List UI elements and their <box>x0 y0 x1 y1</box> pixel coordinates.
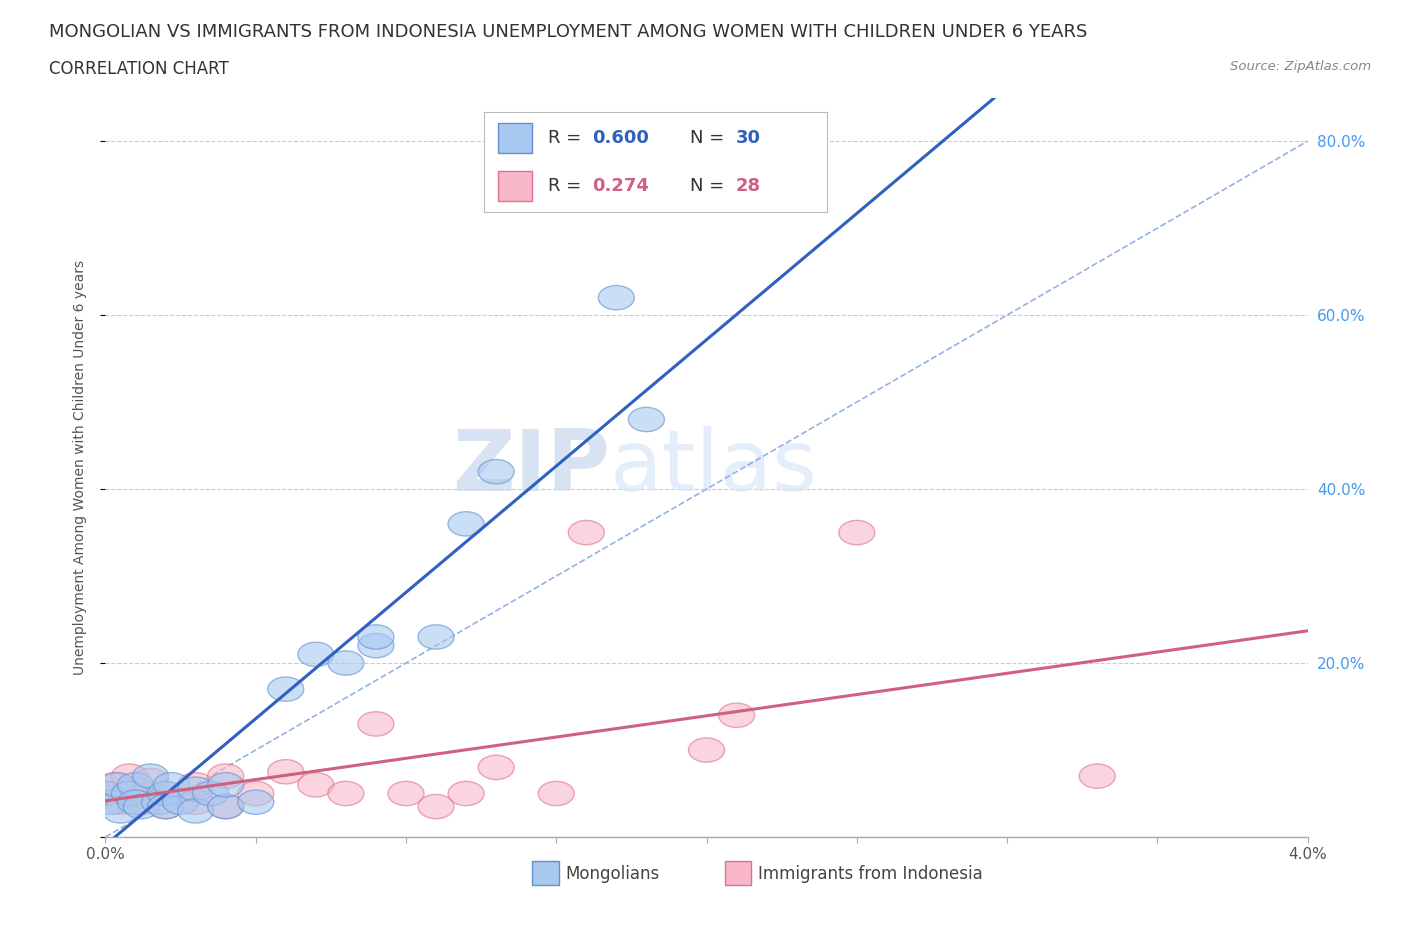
Ellipse shape <box>124 790 159 815</box>
Text: atlas: atlas <box>610 426 818 509</box>
Ellipse shape <box>208 773 243 797</box>
Ellipse shape <box>478 459 515 484</box>
Y-axis label: Unemployment Among Women with Children Under 6 years: Unemployment Among Women with Children U… <box>73 259 87 675</box>
Ellipse shape <box>148 781 184 805</box>
Ellipse shape <box>118 777 153 802</box>
Ellipse shape <box>839 521 875 545</box>
Ellipse shape <box>148 781 184 805</box>
Ellipse shape <box>267 760 304 784</box>
Text: Immigrants from Indonesia: Immigrants from Indonesia <box>758 865 983 883</box>
Ellipse shape <box>111 764 148 789</box>
Ellipse shape <box>208 794 243 818</box>
Ellipse shape <box>449 781 484 805</box>
Ellipse shape <box>97 773 132 797</box>
Ellipse shape <box>599 286 634 310</box>
Ellipse shape <box>148 794 184 818</box>
Ellipse shape <box>538 781 574 805</box>
Ellipse shape <box>87 781 124 805</box>
Ellipse shape <box>93 790 129 815</box>
Ellipse shape <box>418 794 454 818</box>
Ellipse shape <box>628 407 665 432</box>
Ellipse shape <box>177 799 214 823</box>
Ellipse shape <box>689 737 724 763</box>
Ellipse shape <box>103 799 139 823</box>
Ellipse shape <box>298 642 333 667</box>
Ellipse shape <box>100 773 135 797</box>
Text: Mongolians: Mongolians <box>565 865 659 883</box>
Text: MONGOLIAN VS IMMIGRANTS FROM INDONESIA UNEMPLOYMENT AMONG WOMEN WITH CHILDREN UN: MONGOLIAN VS IMMIGRANTS FROM INDONESIA U… <box>49 23 1088 41</box>
Ellipse shape <box>124 794 159 818</box>
Ellipse shape <box>177 773 214 797</box>
Ellipse shape <box>142 790 177 815</box>
Text: CORRELATION CHART: CORRELATION CHART <box>49 60 229 78</box>
Ellipse shape <box>478 755 515 779</box>
Ellipse shape <box>388 781 425 805</box>
Ellipse shape <box>298 773 333 797</box>
Ellipse shape <box>718 703 755 727</box>
Ellipse shape <box>148 794 184 818</box>
Ellipse shape <box>328 651 364 675</box>
Ellipse shape <box>418 625 454 649</box>
Text: Source: ZipAtlas.com: Source: ZipAtlas.com <box>1230 60 1371 73</box>
Ellipse shape <box>1080 764 1115 789</box>
Ellipse shape <box>208 764 243 789</box>
Ellipse shape <box>177 777 214 802</box>
Ellipse shape <box>193 781 229 805</box>
Ellipse shape <box>359 711 394 737</box>
Ellipse shape <box>238 790 274 815</box>
Ellipse shape <box>359 633 394 658</box>
Ellipse shape <box>87 781 124 805</box>
FancyBboxPatch shape <box>724 861 751 885</box>
Ellipse shape <box>328 781 364 805</box>
Ellipse shape <box>238 781 274 805</box>
Ellipse shape <box>132 764 169 789</box>
Ellipse shape <box>132 768 169 792</box>
Ellipse shape <box>118 773 153 797</box>
Text: ZIP: ZIP <box>453 426 610 509</box>
Ellipse shape <box>103 790 139 815</box>
Ellipse shape <box>118 790 153 815</box>
Ellipse shape <box>449 512 484 536</box>
Ellipse shape <box>177 790 214 815</box>
FancyBboxPatch shape <box>533 861 558 885</box>
Ellipse shape <box>267 677 304 701</box>
Ellipse shape <box>163 790 198 815</box>
Ellipse shape <box>153 773 190 797</box>
Ellipse shape <box>111 781 148 805</box>
Ellipse shape <box>208 794 243 818</box>
Ellipse shape <box>359 625 394 649</box>
Ellipse shape <box>568 521 605 545</box>
